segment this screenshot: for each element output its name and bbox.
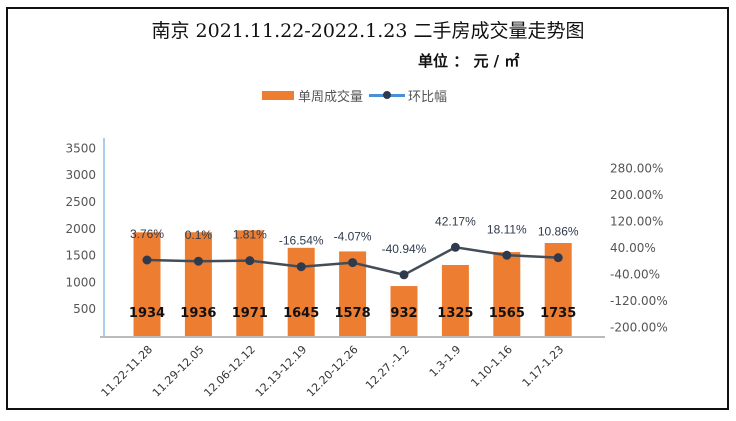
bar xyxy=(493,252,521,336)
line-value-label: 42.17% xyxy=(435,214,476,228)
line-point xyxy=(348,258,358,268)
x-tick-label: 1.17-1.23 xyxy=(520,343,567,390)
x-tick-label: 1.3-1.9 xyxy=(427,343,464,380)
x-tick-label: 12.13-12.19 xyxy=(253,343,310,400)
x-tick-label: 11.29-12.05 xyxy=(150,343,207,400)
y-right-tick-label: 40.00% xyxy=(610,241,656,255)
bar-value-label: 1565 xyxy=(489,306,525,321)
line-point xyxy=(399,270,409,280)
bar-value-label: 1934 xyxy=(129,306,165,321)
y-right-tick-label: 280.00% xyxy=(610,162,663,176)
y-left-tick-label: 1000 xyxy=(65,275,96,289)
y-left-tick-label: 2000 xyxy=(65,222,96,236)
bar-value-label: 1971 xyxy=(232,306,268,321)
line-point xyxy=(450,242,460,252)
bar xyxy=(441,264,469,336)
line-point xyxy=(553,253,563,263)
line-point xyxy=(296,262,306,272)
bar xyxy=(390,286,418,336)
line-value-label: 18.11% xyxy=(487,222,527,236)
bar-value-label: 1936 xyxy=(180,306,216,321)
y-left-tick-label: 2500 xyxy=(65,195,96,209)
y-right-tick-label: 200.00% xyxy=(610,188,663,202)
line-value-label: -4.07% xyxy=(334,230,372,244)
bar xyxy=(133,232,161,336)
legend-bar-label: 单周成交量 xyxy=(298,90,364,105)
bar-value-label: 1645 xyxy=(283,306,319,321)
y-right-tick-label: -40.00% xyxy=(610,268,660,282)
x-tick-label: 12.27.-1.2 xyxy=(363,343,412,392)
y-left-tick-label: 3000 xyxy=(65,168,96,182)
bar-value-label: 932 xyxy=(390,306,417,321)
bar-value-label: 1578 xyxy=(335,306,371,321)
y-left-tick-label: 500 xyxy=(73,302,96,316)
line-point xyxy=(245,256,255,266)
legend-bar-swatch xyxy=(262,91,294,100)
bar xyxy=(236,230,264,336)
line-value-label: 1.81% xyxy=(233,228,267,242)
line-value-label: 10.86% xyxy=(538,225,579,239)
line-point xyxy=(502,250,512,260)
line-point xyxy=(142,255,152,265)
legend: 单周成交量 环比幅 xyxy=(262,86,447,105)
line-value-label: -16.54% xyxy=(279,234,324,248)
bar xyxy=(287,247,315,336)
y-left-tick-label: 3500 xyxy=(65,141,96,155)
legend-line-label: 环比幅 xyxy=(408,90,448,105)
bar-value-label: 1735 xyxy=(540,306,576,321)
x-tick-label: 1.10-1.16 xyxy=(468,343,515,390)
y-right-tick-label: -120.00% xyxy=(610,294,668,308)
line-value-label: 0.1% xyxy=(185,228,213,242)
x-tick-label: 12.20-12.26 xyxy=(304,343,361,400)
chart-frame xyxy=(6,7,729,410)
chart-title: 南京 2021.11.22-2022.1.23 二手房成交量走势图 xyxy=(151,20,585,42)
x-tick-label: 12.06-12.12 xyxy=(201,343,258,400)
chart-unit: 单位 ： 元 / ㎡ xyxy=(418,52,520,70)
y-left-tick-label: 1500 xyxy=(65,249,96,263)
bar xyxy=(184,232,212,336)
legend-line-swatch xyxy=(369,91,406,99)
y-right-tick-label: -200.00% xyxy=(610,321,668,335)
line-point xyxy=(193,256,203,266)
line-value-label: 3.76% xyxy=(130,227,164,241)
x-tick-label: 11.22-11.28 xyxy=(99,343,156,400)
line-value-label: -40.94% xyxy=(382,242,427,256)
bar-value-label: 1325 xyxy=(437,306,473,321)
y-right-tick-label: 120.00% xyxy=(610,215,663,229)
